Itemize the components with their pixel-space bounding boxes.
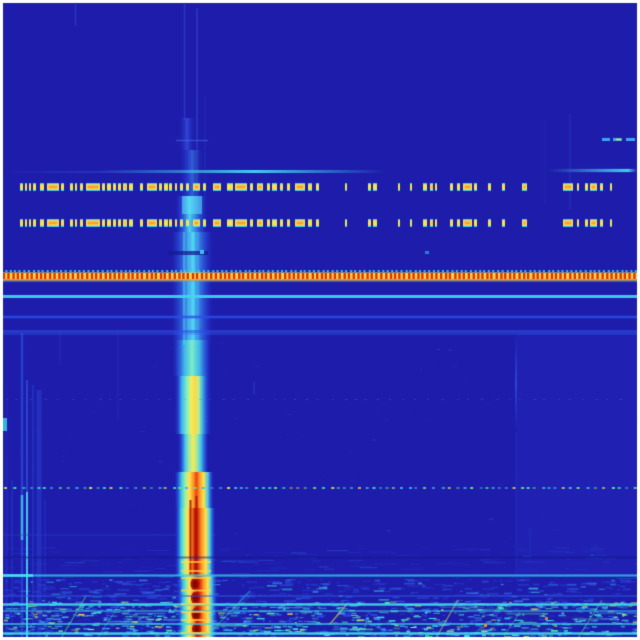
spectrogram-figure (0, 0, 640, 640)
spectrogram-heatmap-canvas (0, 0, 640, 640)
